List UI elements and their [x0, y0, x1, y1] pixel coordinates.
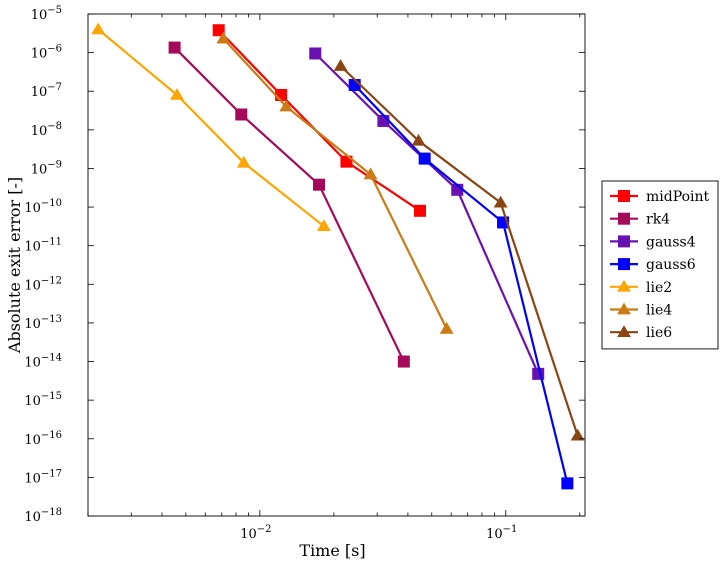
y-tick-label: 10−15 — [24, 391, 62, 409]
y-tick-label: 10−11 — [24, 237, 62, 255]
data-point — [414, 204, 427, 217]
y-axis-ticks: 10−18 10−17 10−16 10−15 10−14 10−13 10−12 10−11… — [24, 5, 585, 525]
data-point — [212, 24, 225, 37]
data-point — [561, 477, 574, 490]
series-gauss4 — [309, 47, 545, 380]
axis-frame — [87, 13, 586, 517]
y-tick-label: 10−10 — [24, 198, 62, 216]
data-point — [168, 41, 181, 54]
y-tick-label: 10−16 — [24, 430, 62, 448]
series-rk4 — [168, 41, 410, 368]
data-point — [439, 322, 454, 334]
data-point — [235, 108, 248, 121]
data-point — [170, 88, 184, 100]
legend-item: gauss6 — [610, 257, 696, 273]
legend-label: lie6 — [646, 325, 672, 341]
data-point — [236, 155, 251, 168]
y-tick-label: 10−6 — [31, 44, 62, 62]
data-point — [316, 219, 331, 232]
data-point — [91, 22, 106, 35]
legend: midPoint rk4 gauss4 gauss6 lie2 lie4 lie6 — [601, 180, 719, 350]
axes: 10−2 10−1 10−1810−1710−1610−1510−1410−131… — [5, 5, 586, 560]
x-tick-label: 10−1 — [486, 524, 517, 542]
y-tick-label: 10−17 — [24, 468, 62, 486]
data-point — [313, 178, 326, 191]
series-line — [222, 37, 448, 330]
data-point — [618, 212, 630, 225]
data-point — [397, 355, 410, 368]
series-line — [353, 84, 569, 484]
legend-label: rk4 — [646, 212, 670, 228]
y-tick-label: 10−7 — [31, 82, 62, 100]
series-lie4 — [216, 31, 454, 334]
y-tick-label: 10−13 — [24, 314, 62, 332]
legend-label: gauss6 — [646, 257, 696, 273]
y-tick-label: 10−5 — [31, 5, 62, 23]
legend-label: lie4 — [646, 303, 672, 319]
legend-item: midPoint — [610, 189, 709, 205]
data-point — [617, 325, 631, 338]
y-axis-label: Absolute exit error [-] — [5, 177, 24, 354]
y-tick-label: 10−14 — [24, 353, 62, 371]
data-point — [363, 167, 378, 180]
legend-item: rk4 — [610, 212, 670, 228]
data-point — [333, 59, 348, 71]
data-point — [570, 428, 585, 441]
legend-item: lie4 — [610, 303, 672, 319]
x-axis-ticks: 10−2 10−1 — [87, 14, 581, 542]
data-point — [309, 47, 322, 60]
data-point — [216, 31, 231, 44]
data-point — [617, 302, 631, 315]
plot-area — [91, 22, 585, 490]
y-tick-label: 10−9 — [31, 159, 62, 177]
legend-item: lie6 — [610, 325, 672, 341]
series-gauss6 — [348, 78, 574, 490]
legend-label: midPoint — [646, 189, 709, 205]
legend-item: gauss4 — [610, 234, 696, 250]
x-axis-label: Time [s] — [299, 541, 365, 560]
data-point — [418, 152, 431, 165]
y-tick-label: 10−8 — [31, 121, 62, 139]
data-point — [618, 235, 630, 248]
series-lie2 — [91, 22, 331, 232]
y-tick-label: 10−12 — [24, 275, 62, 293]
y-tick-label: 10−18 — [24, 507, 62, 525]
series-line — [97, 28, 325, 228]
x-tick-label: 10−2 — [240, 524, 271, 542]
data-point — [279, 99, 294, 112]
series-lie6 — [333, 59, 585, 441]
legend-label: lie2 — [646, 280, 672, 296]
data-point — [493, 195, 508, 208]
data-point — [618, 190, 630, 202]
legend-label: gauss4 — [646, 234, 696, 250]
data-point — [618, 258, 630, 271]
series-line — [339, 65, 579, 437]
data-point — [411, 133, 426, 146]
data-point — [617, 279, 631, 292]
series-line — [173, 46, 405, 363]
legend-item: lie2 — [610, 280, 672, 296]
